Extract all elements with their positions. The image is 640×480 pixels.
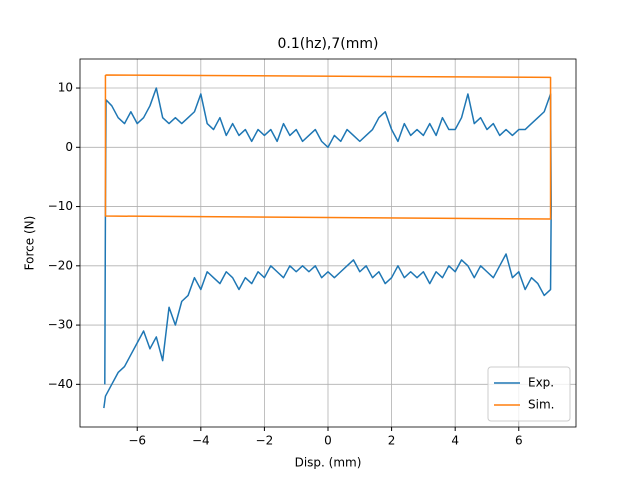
legend-label: Sim. (528, 398, 554, 412)
y-tick-label: −20 (48, 258, 73, 272)
x-axis-label: Disp. (mm) (295, 456, 362, 470)
plot-frame (79, 58, 577, 428)
legend-box (487, 366, 571, 422)
x-tick-label: 4 (451, 434, 459, 448)
legend: Exp. Sim. (487, 366, 571, 422)
legend-label: Exp. (528, 376, 554, 390)
x-tick-label: −2 (256, 434, 274, 448)
y-tick-label: 0 (65, 140, 73, 154)
y-axis-label: Force (N) (23, 216, 37, 271)
y-tick-label: 10 (58, 81, 73, 95)
chart-title: 0.1(hz),7(mm) (278, 36, 379, 52)
x-tick-label: −4 (192, 434, 210, 448)
x-tick-label: −6 (128, 434, 146, 448)
x-tick-label: 0 (324, 434, 332, 448)
data-line (104, 74, 552, 220)
y-tick-label: −30 (48, 318, 73, 332)
x-tick-label: 6 (515, 434, 523, 448)
y-tick-label: −40 (48, 377, 73, 391)
x-tick-label: 2 (388, 434, 396, 448)
y-tick-label: −10 (48, 199, 73, 213)
